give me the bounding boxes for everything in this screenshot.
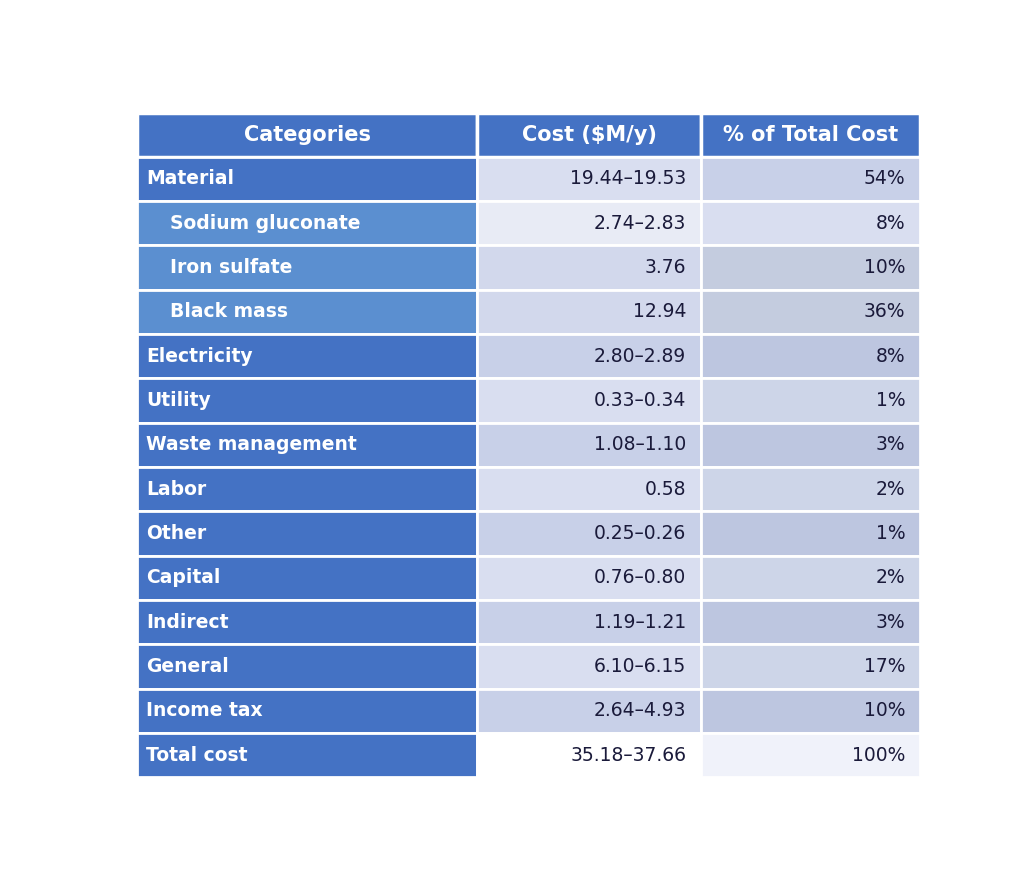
Bar: [477, 733, 701, 777]
Bar: [701, 113, 920, 157]
Text: Material: Material: [146, 169, 234, 189]
Text: 1.19–1.21: 1.19–1.21: [594, 612, 687, 632]
Bar: [137, 467, 477, 511]
Text: Total cost: Total cost: [146, 745, 247, 765]
Bar: [701, 467, 920, 511]
Bar: [701, 246, 920, 290]
Text: General: General: [146, 657, 229, 676]
Text: 12.94: 12.94: [633, 302, 687, 322]
Bar: [137, 379, 477, 423]
Text: 1%: 1%: [876, 524, 905, 543]
Bar: [701, 290, 920, 334]
Bar: [477, 113, 701, 157]
Text: 36%: 36%: [864, 302, 905, 322]
Text: Electricity: Electricity: [146, 347, 253, 366]
Text: 35.18–37.66: 35.18–37.66: [570, 745, 687, 765]
Text: 54%: 54%: [864, 169, 905, 189]
Text: 0.33–0.34: 0.33–0.34: [594, 391, 687, 410]
Bar: [701, 334, 920, 379]
Text: 10%: 10%: [864, 701, 905, 721]
Bar: [477, 600, 701, 644]
Text: 8%: 8%: [876, 347, 905, 366]
Bar: [137, 157, 477, 201]
Text: 2.64–4.93: 2.64–4.93: [594, 701, 687, 721]
Text: 0.58: 0.58: [644, 480, 687, 499]
Bar: [137, 246, 477, 290]
Text: 6.10–6.15: 6.10–6.15: [594, 657, 687, 676]
Text: 0.25–0.26: 0.25–0.26: [594, 524, 687, 543]
Text: Income tax: Income tax: [146, 701, 263, 721]
Bar: [477, 423, 701, 467]
Text: Capital: Capital: [146, 568, 221, 588]
Text: Utility: Utility: [146, 391, 211, 410]
Text: 3.76: 3.76: [644, 258, 687, 278]
Bar: [701, 644, 920, 689]
Bar: [477, 511, 701, 556]
Bar: [477, 201, 701, 246]
Bar: [477, 290, 701, 334]
Bar: [477, 379, 701, 423]
Bar: [137, 201, 477, 246]
Text: 0.76–0.80: 0.76–0.80: [594, 568, 687, 588]
Bar: [137, 511, 477, 556]
Text: Waste management: Waste management: [146, 435, 357, 455]
Bar: [701, 733, 920, 777]
Bar: [477, 467, 701, 511]
Text: Other: Other: [146, 524, 206, 543]
Text: 3%: 3%: [876, 612, 905, 632]
Text: 17%: 17%: [864, 657, 905, 676]
Text: 2%: 2%: [876, 568, 905, 588]
Bar: [701, 600, 920, 644]
Bar: [701, 689, 920, 733]
Text: 8%: 8%: [876, 214, 905, 233]
Bar: [701, 423, 920, 467]
Text: Sodium gluconate: Sodium gluconate: [170, 214, 361, 233]
Text: Categories: Categories: [243, 125, 371, 144]
Text: Labor: Labor: [146, 480, 206, 499]
Text: 2.74–2.83: 2.74–2.83: [594, 214, 687, 233]
Bar: [477, 644, 701, 689]
Bar: [701, 157, 920, 201]
Bar: [477, 689, 701, 733]
Text: 10%: 10%: [864, 258, 905, 278]
Bar: [137, 290, 477, 334]
Bar: [137, 689, 477, 733]
Bar: [137, 113, 477, 157]
Bar: [137, 556, 477, 600]
Text: Black mass: Black mass: [170, 302, 289, 322]
Bar: [477, 157, 701, 201]
Bar: [477, 334, 701, 379]
Bar: [137, 733, 477, 777]
Bar: [477, 246, 701, 290]
Text: Cost ($M/y): Cost ($M/y): [522, 125, 657, 144]
Text: 19.44–19.53: 19.44–19.53: [570, 169, 687, 189]
Text: Indirect: Indirect: [146, 612, 229, 632]
Bar: [701, 201, 920, 246]
Bar: [137, 600, 477, 644]
Text: Iron sulfate: Iron sulfate: [170, 258, 293, 278]
Text: 1%: 1%: [876, 391, 905, 410]
Bar: [137, 644, 477, 689]
Bar: [137, 423, 477, 467]
Text: 100%: 100%: [853, 745, 905, 765]
Text: 2%: 2%: [876, 480, 905, 499]
Bar: [701, 556, 920, 600]
Bar: [137, 334, 477, 379]
Bar: [701, 379, 920, 423]
Text: 3%: 3%: [876, 435, 905, 455]
Text: % of Total Cost: % of Total Cost: [723, 125, 898, 144]
Bar: [701, 511, 920, 556]
Text: 2.80–2.89: 2.80–2.89: [594, 347, 687, 366]
Bar: [477, 556, 701, 600]
Text: 1.08–1.10: 1.08–1.10: [594, 435, 687, 455]
